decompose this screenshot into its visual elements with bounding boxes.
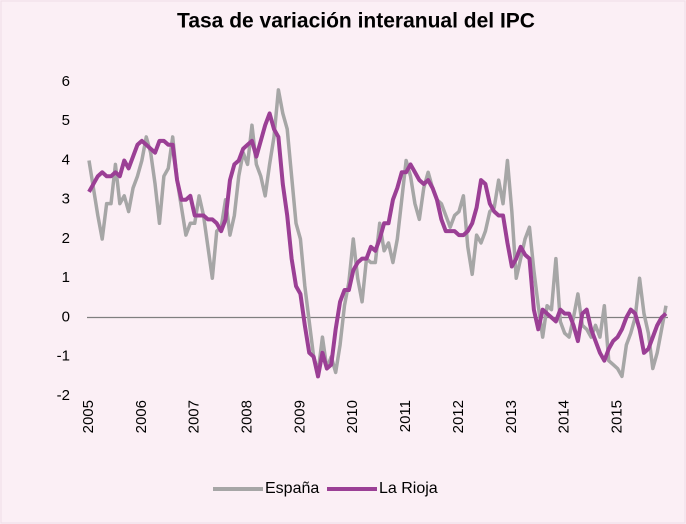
x-tick-label: 2011 [397, 400, 414, 432]
y-tick-label: -1 [57, 348, 70, 365]
y-tick-label: 4 [62, 151, 70, 168]
y-tick-label: 6 [62, 73, 70, 90]
y-tick-label: 0 [62, 308, 70, 325]
x-tick-label: 2010 [344, 400, 361, 433]
chart-title: Tasa de variación interanual del IPC [177, 10, 535, 33]
y-tick-label: 5 [62, 112, 70, 129]
x-tick-label: 2005 [80, 400, 97, 433]
legend-label: La Rioja [379, 480, 438, 497]
x-tick-label: 2013 [503, 400, 520, 433]
x-tick-label: 2007 [186, 400, 203, 433]
x-tick-label: 2009 [291, 400, 308, 433]
y-tick-label: 1 [62, 269, 70, 286]
legend-label: España [265, 480, 319, 497]
series-line [87, 111, 668, 379]
x-tick-label: 2006 [133, 400, 150, 433]
x-tick-label: 2012 [450, 400, 467, 433]
x-tick-label: 2015 [609, 400, 626, 433]
y-tick-label: 3 [62, 191, 70, 208]
y-tick-label: 2 [62, 230, 70, 247]
y-tick-label: -2 [57, 387, 70, 404]
x-tick-label: 2008 [239, 400, 256, 433]
x-tick-label: 2014 [556, 400, 573, 433]
